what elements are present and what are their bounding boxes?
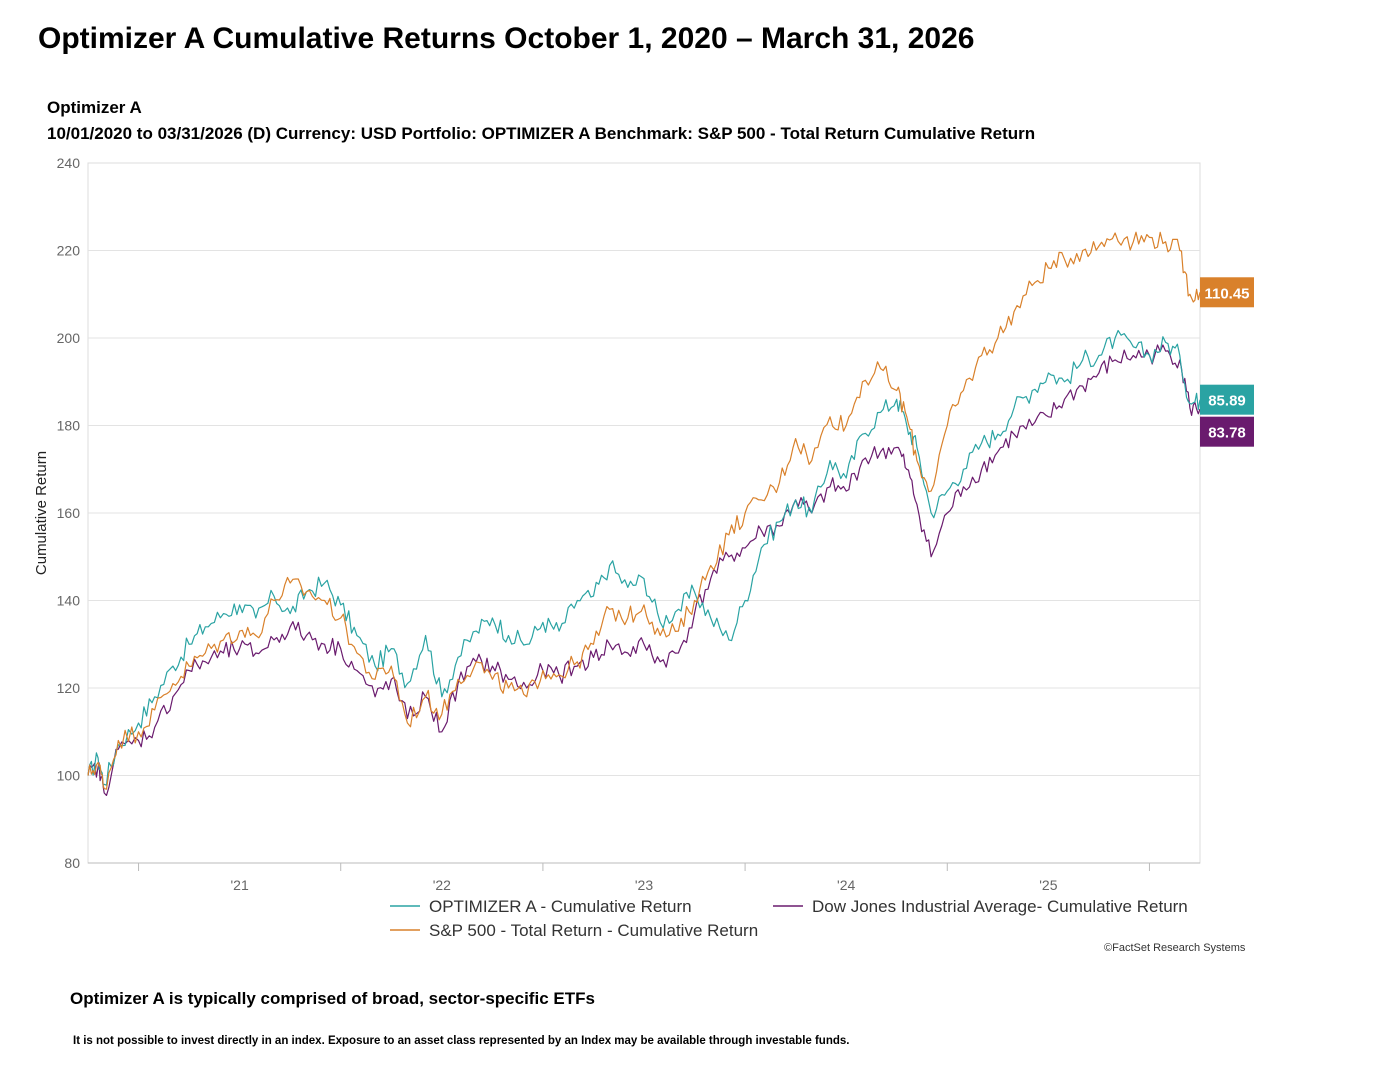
x-tick-label: '23	[635, 877, 653, 893]
series-line-1	[87, 231, 1201, 790]
end-label-box	[1200, 416, 1254, 447]
legend-item: Dow Jones Industrial Average- Cumulative…	[773, 897, 1188, 916]
end-label-1: 110.45	[1200, 277, 1254, 308]
x-tick-label: '24	[837, 877, 855, 893]
composition-note: Optimizer A is typically comprised of br…	[70, 989, 595, 1008]
chart-grid	[87, 162, 1201, 864]
legend-label: OPTIMIZER A - Cumulative Return	[429, 897, 692, 916]
page-title: Optimizer A Cumulative Returns October 1…	[38, 22, 975, 55]
end-label-value: 83.78	[1208, 425, 1246, 442]
end-label-box	[1200, 277, 1254, 308]
end-label-value: 110.45	[1204, 285, 1249, 302]
chart-subtitle-details: 10/01/2020 to 03/31/2026 (D) Currency: U…	[47, 124, 1036, 143]
index-disclaimer: It is not possible to invest directly in…	[73, 1035, 850, 1047]
legend-item: OPTIMIZER A - Cumulative Return	[390, 897, 692, 916]
legend-item: S&P 500 - Total Return - Cumulative Retu…	[390, 921, 758, 940]
y-tick-label-80: 80	[64, 855, 80, 871]
chart-end-labels: 110.45 85.89 83.78	[1200, 277, 1254, 447]
chart-series	[87, 231, 1201, 796]
y-tick-label-200: 200	[57, 330, 81, 346]
y-tick-label-120: 120	[57, 680, 81, 696]
y-tick-label-240: 240	[57, 155, 81, 171]
cumulative-return-chart: 80 100 120 140 160 180 200 220 240 '21 '22 '23 '24 '2…	[33, 155, 1254, 940]
legend-label: Dow Jones Industrial Average- Cumulative…	[812, 897, 1188, 916]
y-axis-title: Cumulative Return	[33, 451, 50, 575]
end-label-0: 85.89	[1200, 384, 1254, 415]
end-label-value: 85.89	[1208, 393, 1246, 410]
x-tick-label: '25	[1039, 877, 1057, 893]
x-tick-label: '21	[231, 877, 249, 893]
y-tick-label-100: 100	[57, 768, 81, 784]
chart-subtitle-name: Optimizer A	[47, 98, 142, 117]
copyright-text: ©FactSet Research Systems	[1104, 942, 1246, 954]
series-line-0	[87, 329, 1201, 786]
y-tick-label-160: 160	[57, 505, 81, 521]
series-line-2	[87, 344, 1201, 796]
y-tick-label-140: 140	[57, 593, 81, 609]
chart-axes: 80 100 120 140 160 180 200 220 240 '21 '22 '23 '24 '2…	[33, 155, 1200, 893]
x-tick-label: '22	[433, 877, 451, 893]
end-label-box	[1200, 384, 1254, 415]
y-tick-label-220: 220	[57, 243, 81, 259]
chart-legend: OPTIMIZER A - Cumulative Return Dow Jones…	[390, 897, 1188, 940]
y-tick-label-180: 180	[57, 418, 81, 434]
legend-label: S&P 500 - Total Return - Cumulative Retu…	[429, 921, 758, 940]
end-label-2: 83.78	[1200, 416, 1254, 447]
